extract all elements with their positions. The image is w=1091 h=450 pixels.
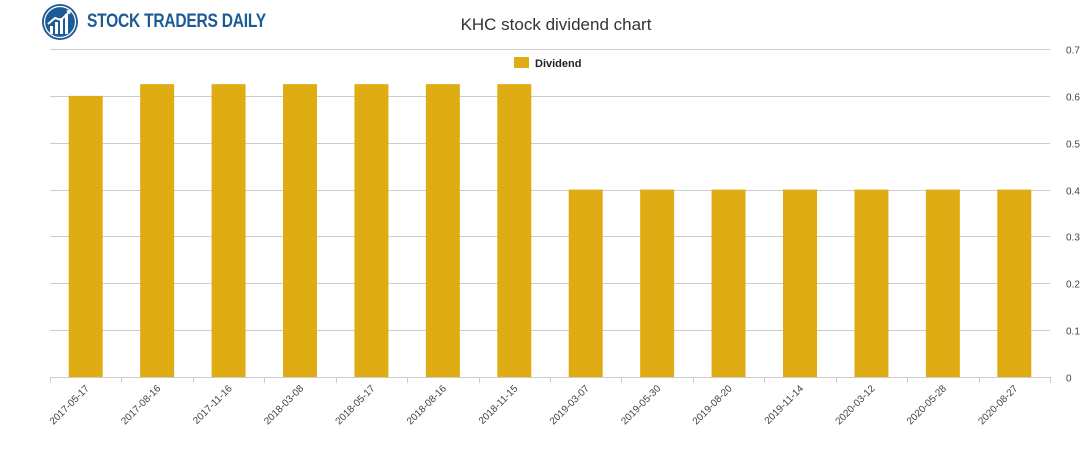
y-axis-tick-labels: 0 0.1 0.2 0.3 0.4 0.5 0.6 0.7 <box>1066 46 1080 385</box>
x-tick-label: 2018-05-17 <box>334 383 378 427</box>
bar-2018-03-08 <box>283 84 317 378</box>
x-tick-label: 2019-11-14 <box>763 383 807 427</box>
bar-2019-08-20 <box>711 189 746 377</box>
y-tick-label: 0.4 <box>1066 187 1080 198</box>
x-tick-label: 2017-05-17 <box>48 383 92 427</box>
bar-2017-08-16 <box>140 84 175 378</box>
legend-label-dividend: Dividend <box>535 58 581 70</box>
legend-swatch-dividend <box>514 57 529 68</box>
x-tick-label: 2019-05-30 <box>619 383 663 427</box>
bar-series-dividend <box>68 84 1032 378</box>
grid-lines <box>50 49 1050 331</box>
y-tick-label: 0.1 <box>1066 327 1080 338</box>
bar-2020-03-12 <box>854 189 889 377</box>
x-tick-label: 2017-08-16 <box>119 383 163 427</box>
y-tick-label: 0.6 <box>1066 93 1080 104</box>
bull-chart-icon <box>42 4 78 40</box>
brand-logo: STOCK TRADERS DAILY <box>40 2 270 42</box>
y-tick-label: 0.7 <box>1066 46 1080 57</box>
bar-2019-11-14 <box>783 189 817 377</box>
bar-2018-08-16 <box>425 84 460 378</box>
chart-title: KHC stock dividend chart <box>461 15 652 34</box>
x-axis-tick-labels: 2017-05-17 2017-08-16 2017-11-16 2018-03-08… <box>48 383 1021 427</box>
bar-2020-08-27 <box>997 189 1032 377</box>
bar-2020-05-28 <box>925 189 960 377</box>
y-tick-label: 0.5 <box>1066 140 1080 151</box>
bar-2019-05-30 <box>640 189 675 377</box>
x-tick-label: 2018-03-08 <box>262 383 306 427</box>
bar-2019-03-07 <box>568 189 603 377</box>
x-tick-label: 2018-11-15 <box>477 383 521 427</box>
brand-name: STOCK TRADERS DAILY <box>87 11 266 32</box>
y-tick-label: 0.2 <box>1066 280 1080 291</box>
y-tick-label: 0 <box>1066 374 1072 385</box>
y-tick-label: 0.3 <box>1066 233 1080 244</box>
bar-2017-11-16 <box>211 84 246 378</box>
x-tick-label: 2020-03-12 <box>834 383 878 427</box>
x-tick-label: 2019-03-07 <box>548 383 592 427</box>
x-tick-label: 2019-08-20 <box>691 383 735 427</box>
bar-2018-05-17 <box>354 84 389 378</box>
chart-axes <box>50 377 1051 383</box>
x-tick-label: 2020-08-27 <box>976 383 1020 427</box>
bar-2018-11-15 <box>497 84 532 378</box>
chart-legend: Dividend <box>514 57 581 70</box>
x-tick-label: 2017-11-16 <box>191 383 235 427</box>
bar-2017-05-17 <box>68 95 103 377</box>
x-tick-label: 2020-05-28 <box>905 383 949 427</box>
x-tick-label: 2018-08-16 <box>405 383 449 427</box>
